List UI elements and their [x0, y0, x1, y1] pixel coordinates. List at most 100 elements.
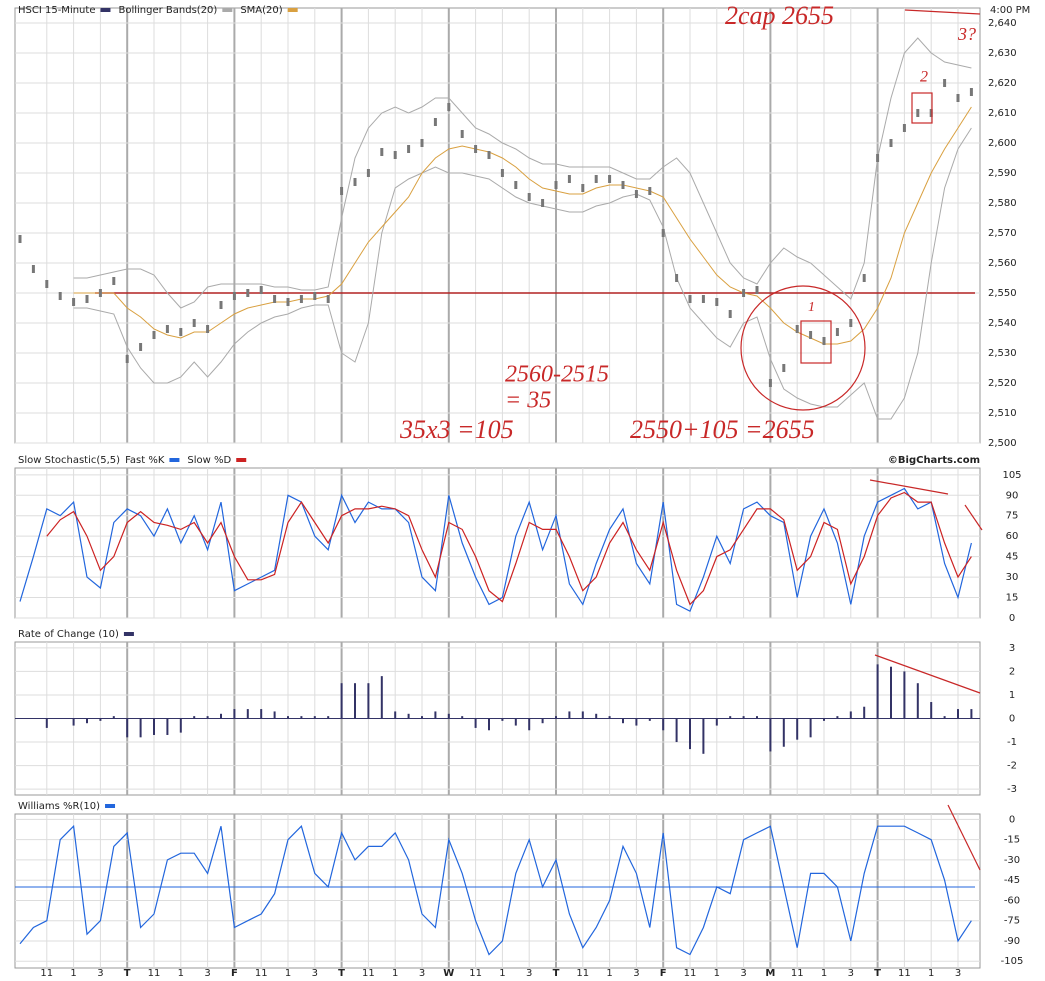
x-tick-label: 1	[70, 968, 76, 979]
legend-swatch	[222, 8, 233, 12]
bar	[166, 718, 169, 735]
x-tick-label: 3	[955, 968, 961, 979]
x-tick-label: 3	[848, 968, 854, 979]
sma-line	[73, 106, 972, 345]
price-bar	[72, 298, 76, 306]
bar	[823, 718, 825, 721]
x-tick-label: F	[660, 968, 667, 979]
price-bar	[969, 88, 973, 96]
price-bar	[876, 154, 880, 162]
series-line	[19, 487, 972, 613]
annotation-circle	[740, 285, 866, 411]
price-bar	[152, 331, 156, 339]
x-tick-label: 11	[469, 968, 482, 979]
price-bar	[567, 175, 571, 183]
bar	[220, 713, 222, 719]
y-tick-label: -45	[1004, 875, 1020, 886]
plot-area	[14, 7, 981, 444]
y-tick-label: -2	[1007, 761, 1017, 772]
price-bar	[688, 295, 692, 303]
annotation-box	[911, 92, 933, 124]
price-bar	[474, 145, 478, 153]
x-tick-label: 1	[392, 968, 398, 979]
bar	[434, 711, 437, 719]
price-bar	[661, 229, 665, 237]
x-tick-label: T	[874, 968, 881, 979]
price-bar	[594, 175, 598, 183]
y-tick-label: 0	[1009, 814, 1015, 825]
legend-label: Williams %R(10)	[18, 801, 100, 812]
x-tick-label: 1	[285, 968, 291, 979]
price-bar	[447, 103, 451, 111]
bar	[581, 711, 584, 719]
legend-label: SMA(20)	[240, 5, 282, 16]
x-tick-label: 1	[714, 968, 720, 979]
bar	[608, 716, 611, 719]
x-tick-label: M	[765, 968, 775, 979]
time-label: 4:00 PM	[990, 5, 1030, 16]
bar	[313, 716, 316, 719]
legend-label: Bollinger Bands(20)	[118, 5, 217, 16]
annotation: 1	[808, 300, 815, 315]
annotation: 2560-2515	[505, 362, 609, 388]
bar	[233, 709, 236, 719]
y-tick-label: -1	[1007, 737, 1017, 748]
legend-label: HSCI 15-Minute	[18, 5, 95, 16]
x-tick-label: 1	[821, 968, 827, 979]
price-bar	[608, 175, 612, 183]
lower-band	[73, 127, 972, 420]
bar	[72, 718, 75, 726]
y-tick-label: 2,620	[988, 78, 1017, 89]
price-bar	[500, 169, 504, 177]
price-bar	[219, 301, 223, 309]
y-tick-label: 2,600	[988, 138, 1017, 149]
price-bar	[929, 109, 933, 117]
price-bar	[527, 193, 531, 201]
bar	[300, 716, 303, 719]
price-bar	[541, 199, 545, 207]
y-tick-label: 2,520	[988, 378, 1017, 389]
price-bar	[165, 325, 169, 333]
price-bar	[31, 265, 35, 273]
y-tick-label: 2,560	[988, 258, 1017, 269]
bar	[970, 709, 973, 719]
bar	[648, 718, 651, 721]
annotation-stroke	[904, 9, 981, 15]
bar	[836, 716, 839, 719]
bar	[622, 718, 624, 724]
bar	[595, 713, 598, 719]
legend-swatch	[105, 804, 116, 808]
bar	[514, 718, 517, 726]
price-bar	[273, 295, 277, 303]
y-tick-label: -105	[1001, 956, 1024, 967]
bar	[287, 716, 289, 719]
y-tick-label: 30	[1006, 572, 1019, 583]
bar	[809, 718, 812, 738]
price-bar	[701, 295, 705, 303]
bar	[541, 718, 544, 724]
annotation: 3?	[957, 24, 976, 44]
bar	[354, 683, 356, 719]
price-bar	[433, 118, 437, 126]
price-bar	[407, 145, 411, 153]
bar	[756, 716, 758, 719]
bar	[930, 702, 933, 719]
legend-label: Slow Stochastic(5,5)	[18, 455, 120, 466]
price-bar	[125, 355, 129, 363]
price-bar	[648, 187, 652, 195]
x-tick-label: 1	[606, 968, 612, 979]
bar	[675, 718, 678, 743]
bar	[86, 718, 88, 724]
y-tick-label: 3	[1009, 643, 1015, 654]
bar	[849, 711, 852, 719]
x-tick-label: T	[553, 968, 560, 979]
x-tick-label: W	[443, 968, 454, 979]
price-bar	[366, 169, 370, 177]
bar	[916, 683, 919, 719]
bar	[246, 709, 249, 719]
bar	[702, 718, 705, 754]
y-tick-label: -60	[1004, 895, 1020, 906]
bar	[957, 709, 959, 719]
plot-area	[14, 467, 981, 619]
price-bar	[192, 319, 196, 327]
